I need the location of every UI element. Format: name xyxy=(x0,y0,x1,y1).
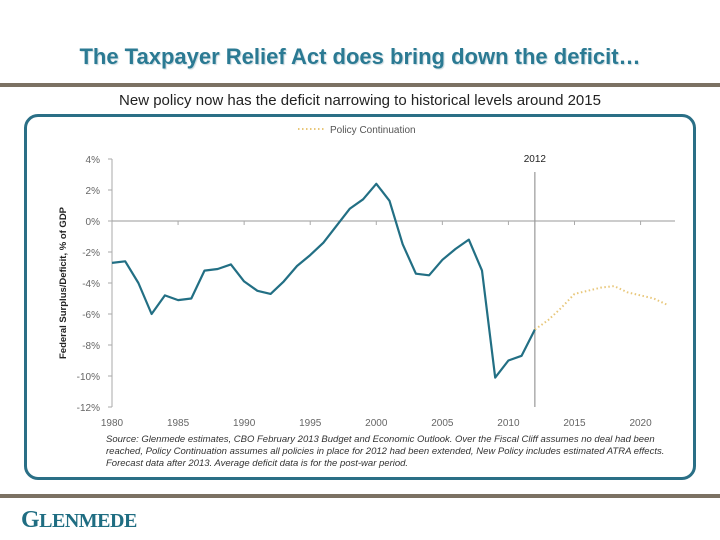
chart-legend: Policy Continuation xyxy=(298,125,416,136)
glenmede-logo: GLENMEDE xyxy=(21,507,137,533)
y-tick-label: -4% xyxy=(82,279,100,290)
top-divider xyxy=(0,83,720,87)
x-tick-label: 2005 xyxy=(431,418,454,429)
source-note: Source: Glenmede estimates, CBO February… xyxy=(106,434,665,469)
x-tick-label: 1985 xyxy=(167,418,190,429)
legend-label-policy-continuation: Policy Continuation xyxy=(330,125,416,136)
annotation-label-2012: 2012 xyxy=(524,154,547,165)
slide-subtitle: New policy now has the deficit narrowing… xyxy=(119,92,601,109)
y-tick-label: -2% xyxy=(82,248,100,259)
x-tick-label: 2020 xyxy=(629,418,652,429)
x-tick-label: 2000 xyxy=(365,418,388,429)
series-line-actual xyxy=(111,182,536,379)
y-tick-label: 2% xyxy=(86,186,101,197)
x-tick-label: 2010 xyxy=(497,418,520,429)
y-tick-label: 4% xyxy=(86,155,101,166)
chart-ticks: 4% 2% 0% -2% -4% -6% -8% -10% -12%1980 1985 1990 19… xyxy=(77,155,652,429)
x-tick-label: 1995 xyxy=(299,418,322,429)
chart-series xyxy=(111,182,668,379)
y-axis-label: Federal Surplus/Deficit, % of GDP xyxy=(58,206,69,359)
y-tick-label: 0% xyxy=(86,217,101,228)
series-line-policy-continuation xyxy=(534,285,668,331)
chart-frame xyxy=(24,114,696,480)
bottom-divider xyxy=(0,494,720,498)
y-tick-label: -6% xyxy=(82,310,100,321)
chart-axes: 2012 xyxy=(111,154,675,407)
y-tick-label: -10% xyxy=(77,372,100,383)
y-tick-label: -12% xyxy=(77,403,100,414)
x-tick-label: 1980 xyxy=(101,418,124,429)
slide-title: The Taxpayer Relief Act does bring down … xyxy=(79,44,641,69)
y-tick-label: -8% xyxy=(82,341,100,352)
x-tick-label: 2015 xyxy=(563,418,586,429)
x-tick-label: 1990 xyxy=(233,418,256,429)
